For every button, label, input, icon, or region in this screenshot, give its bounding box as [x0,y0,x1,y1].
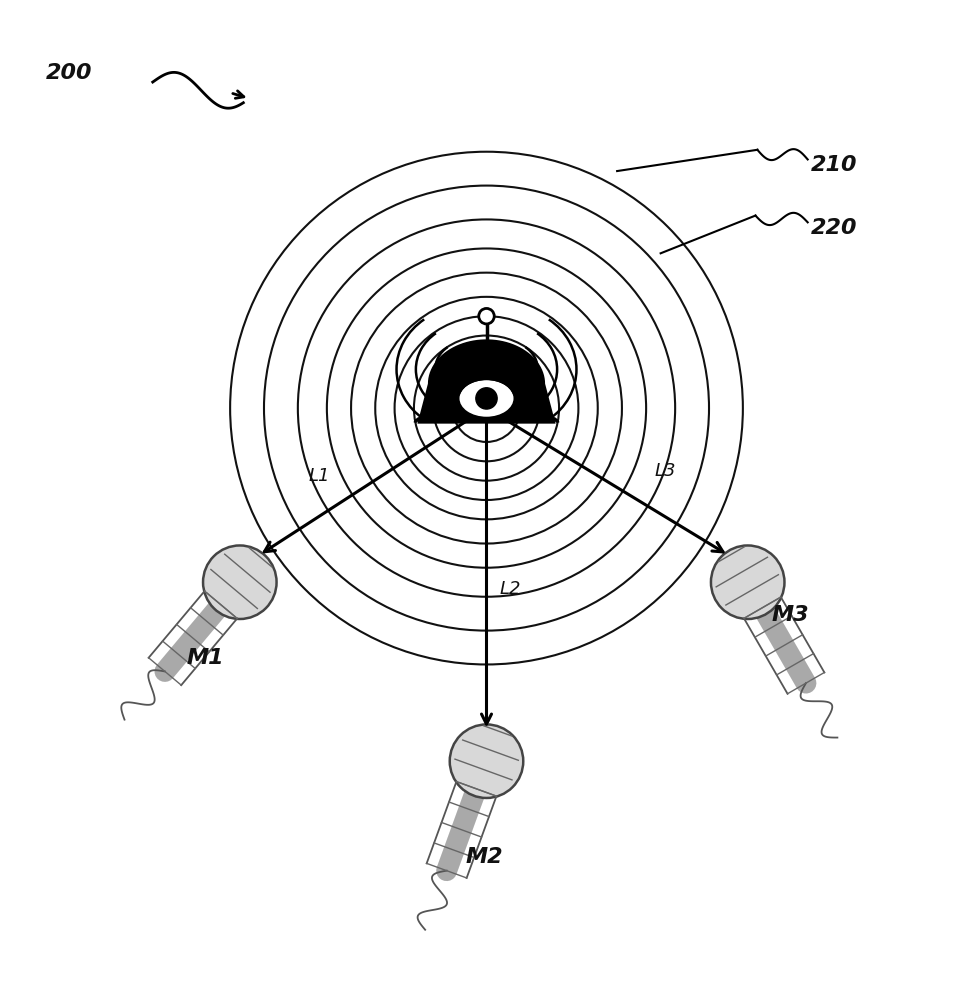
Circle shape [711,545,784,619]
Text: 210: 210 [811,155,857,175]
Text: M2: M2 [465,847,503,867]
Text: L1: L1 [308,467,331,485]
FancyArrowPatch shape [482,411,491,724]
FancyArrowPatch shape [488,410,723,552]
Circle shape [450,724,523,798]
Polygon shape [418,340,555,423]
Circle shape [479,308,494,324]
Text: L2: L2 [500,580,522,598]
Text: 220: 220 [811,218,857,238]
Circle shape [203,545,276,619]
Text: L3: L3 [655,462,676,480]
Text: 200: 200 [47,63,92,83]
FancyArrowPatch shape [265,410,485,552]
Circle shape [476,388,497,409]
Text: M1: M1 [187,648,224,668]
Ellipse shape [458,379,515,418]
Text: M3: M3 [772,605,810,625]
